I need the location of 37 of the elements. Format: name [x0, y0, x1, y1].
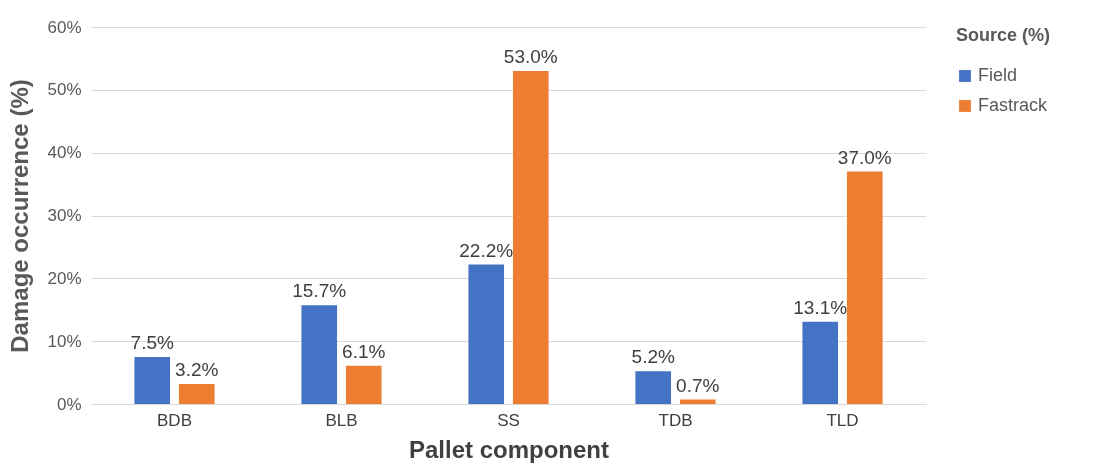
bar — [802, 321, 839, 404]
data-label: 13.1% — [793, 296, 848, 318]
bar — [178, 383, 215, 404]
x-tick-label: SS — [497, 410, 520, 430]
legend-title: Source (%) — [956, 25, 1051, 45]
x-tick-label: TLD — [826, 410, 859, 430]
y-tick-label: 40% — [47, 143, 82, 163]
x-tick-label: TDB — [658, 410, 693, 430]
x-tick-label: BDB — [157, 410, 192, 430]
y-tick-label: 50% — [47, 80, 82, 100]
bar — [345, 365, 382, 404]
y-tick-label: 30% — [47, 206, 82, 225]
y-tick-label: 0% — [56, 394, 82, 414]
bar — [679, 399, 716, 404]
y-tick-label: 20% — [47, 268, 82, 288]
data-label: 37.0% — [837, 146, 892, 168]
y-tick-label: 10% — [47, 331, 82, 351]
legend-label: Fastrack — [978, 95, 1049, 115]
bar — [301, 305, 338, 404]
x-tick-label: BLB — [325, 410, 358, 430]
bar — [134, 356, 171, 404]
bar — [635, 371, 672, 404]
data-label: 15.7% — [292, 280, 347, 302]
data-label: 3.2% — [175, 358, 219, 380]
data-label: 5.2% — [631, 346, 675, 368]
bar — [846, 171, 883, 404]
y-tick-label: 60% — [47, 17, 82, 37]
bar — [468, 264, 505, 404]
x-axis-title: Pallet component — [408, 435, 610, 463]
data-label: 53.0% — [503, 45, 558, 67]
data-label: 6.1% — [342, 340, 386, 362]
data-label: 0.7% — [676, 374, 720, 396]
legend-label: Field — [978, 65, 1018, 85]
y-axis-title: Damage occurrence (%) — [6, 79, 34, 353]
data-label: 7.5% — [130, 331, 174, 353]
bar — [512, 70, 549, 404]
data-label: 22.2% — [459, 239, 514, 261]
